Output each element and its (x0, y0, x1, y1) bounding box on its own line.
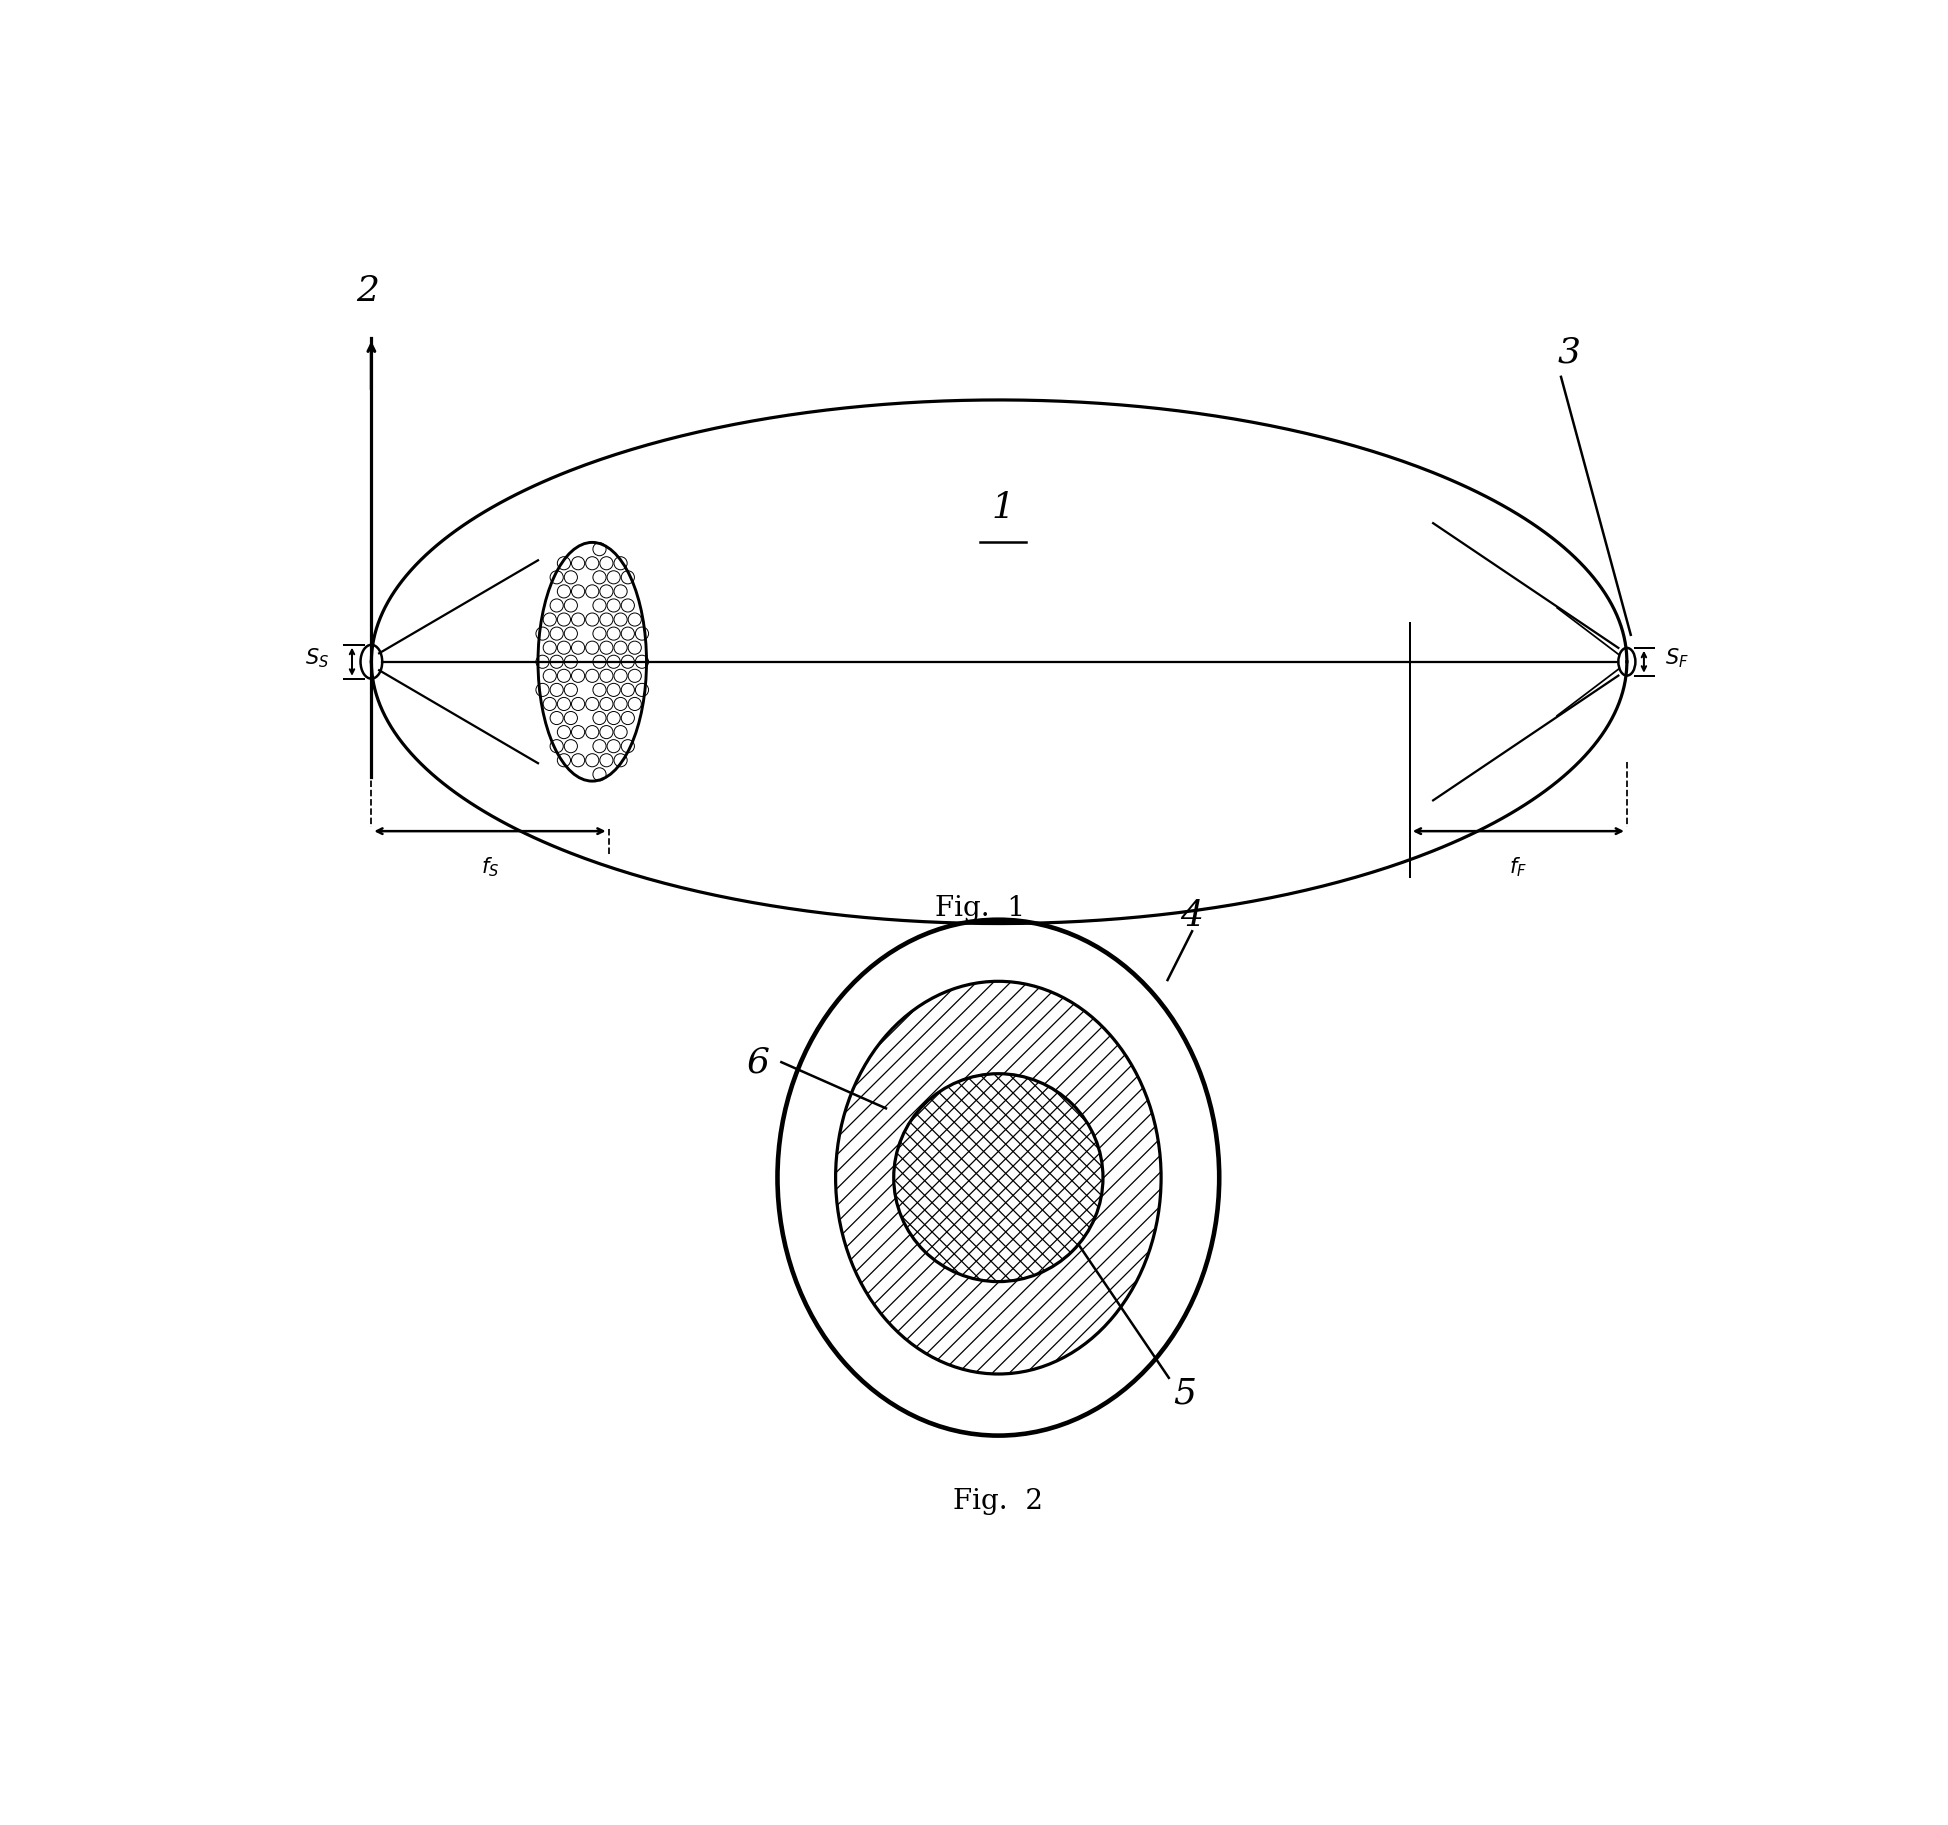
Text: Fig.  2: Fig. 2 (953, 1487, 1044, 1515)
Text: 5: 5 (1173, 1376, 1196, 1411)
Text: 6: 6 (746, 1046, 769, 1079)
Text: 2: 2 (356, 274, 380, 308)
Text: 4: 4 (1180, 900, 1204, 933)
Text: $f_S$: $f_S$ (481, 856, 499, 880)
Text: Fig.  1: Fig. 1 (935, 894, 1025, 922)
Circle shape (894, 1073, 1103, 1281)
Text: 3: 3 (1556, 336, 1580, 369)
Text: $S_F$: $S_F$ (1666, 646, 1689, 670)
Text: $f_F$: $f_F$ (1510, 856, 1527, 880)
Text: 1: 1 (992, 491, 1015, 526)
Text: $S_S$: $S_S$ (306, 646, 329, 670)
